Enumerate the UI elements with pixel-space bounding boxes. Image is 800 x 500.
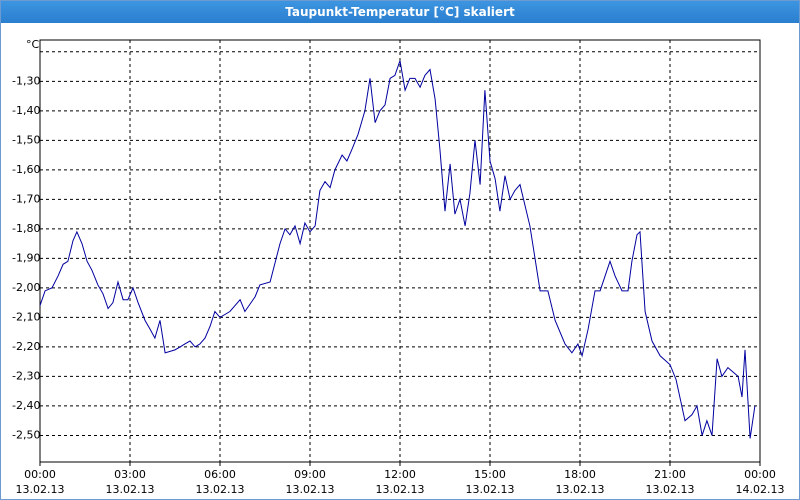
x-tick-date: 14.02.13	[736, 483, 785, 496]
y-tick-label: -1,50	[12, 133, 40, 146]
x-tick-date: 13.02.13	[466, 483, 515, 496]
y-tick-label: -1,70	[12, 192, 40, 205]
y-tick-label: -2,00	[12, 281, 40, 294]
x-tick-label: 21:00	[654, 468, 686, 481]
y-tick-label: -1,60	[12, 163, 40, 176]
x-tick-date: 13.02.13	[16, 483, 65, 496]
x-tick-date: 13.02.13	[286, 483, 335, 496]
y-tick-label: -2,30	[12, 369, 40, 382]
x-tick-label: 00:00	[744, 468, 776, 481]
x-tick-date: 13.02.13	[196, 483, 245, 496]
x-tick-label: 09:00	[294, 468, 326, 481]
y-tick-label: -2,50	[12, 428, 40, 441]
y-tick-label: -2,10	[12, 310, 40, 323]
x-tick-date: 13.02.13	[556, 483, 605, 496]
y-tick-label: -1,90	[12, 251, 40, 264]
x-tick-label: 12:00	[384, 468, 416, 481]
x-tick-label: 00:00	[24, 468, 56, 481]
y-tick-label: °C	[26, 38, 40, 51]
x-tick-label: 03:00	[114, 468, 146, 481]
y-tick-label: -2,20	[12, 340, 40, 353]
x-tick-label: 18:00	[564, 468, 596, 481]
x-tick-date: 13.02.13	[646, 483, 695, 496]
x-tick-date: 13.02.13	[106, 483, 155, 496]
x-tick-label: 15:00	[474, 468, 506, 481]
y-tick-label: -1,80	[12, 222, 40, 235]
x-tick-date: 13.02.13	[376, 483, 425, 496]
x-tick-label: 06:00	[204, 468, 236, 481]
data-line	[39, 60, 756, 439]
y-tick-label: -1,30	[12, 74, 40, 87]
y-tick-label: -2,40	[12, 399, 40, 412]
y-tick-label: -1,40	[12, 104, 40, 117]
chart-title: Taupunkt-Temperatur [°C] skaliert	[1, 1, 799, 23]
